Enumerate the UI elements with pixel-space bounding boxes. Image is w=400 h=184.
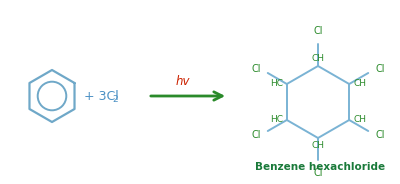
Text: CH: CH [353, 79, 366, 89]
Text: Cl: Cl [375, 130, 385, 140]
Text: + 3Cl: + 3Cl [84, 89, 119, 102]
Text: Cl: Cl [251, 130, 261, 140]
Text: CH: CH [312, 141, 324, 150]
Text: Benzene hexachloride: Benzene hexachloride [255, 162, 385, 172]
Text: Cl: Cl [375, 64, 385, 74]
Text: Cl: Cl [313, 26, 323, 36]
Text: Cl: Cl [251, 64, 261, 74]
Text: 2: 2 [112, 95, 118, 104]
Text: HC: HC [270, 116, 283, 125]
Text: Cl: Cl [313, 168, 323, 178]
Text: hv: hv [176, 75, 190, 88]
Text: CH: CH [353, 116, 366, 125]
Text: CH: CH [312, 54, 324, 63]
Text: HC: HC [270, 79, 283, 89]
